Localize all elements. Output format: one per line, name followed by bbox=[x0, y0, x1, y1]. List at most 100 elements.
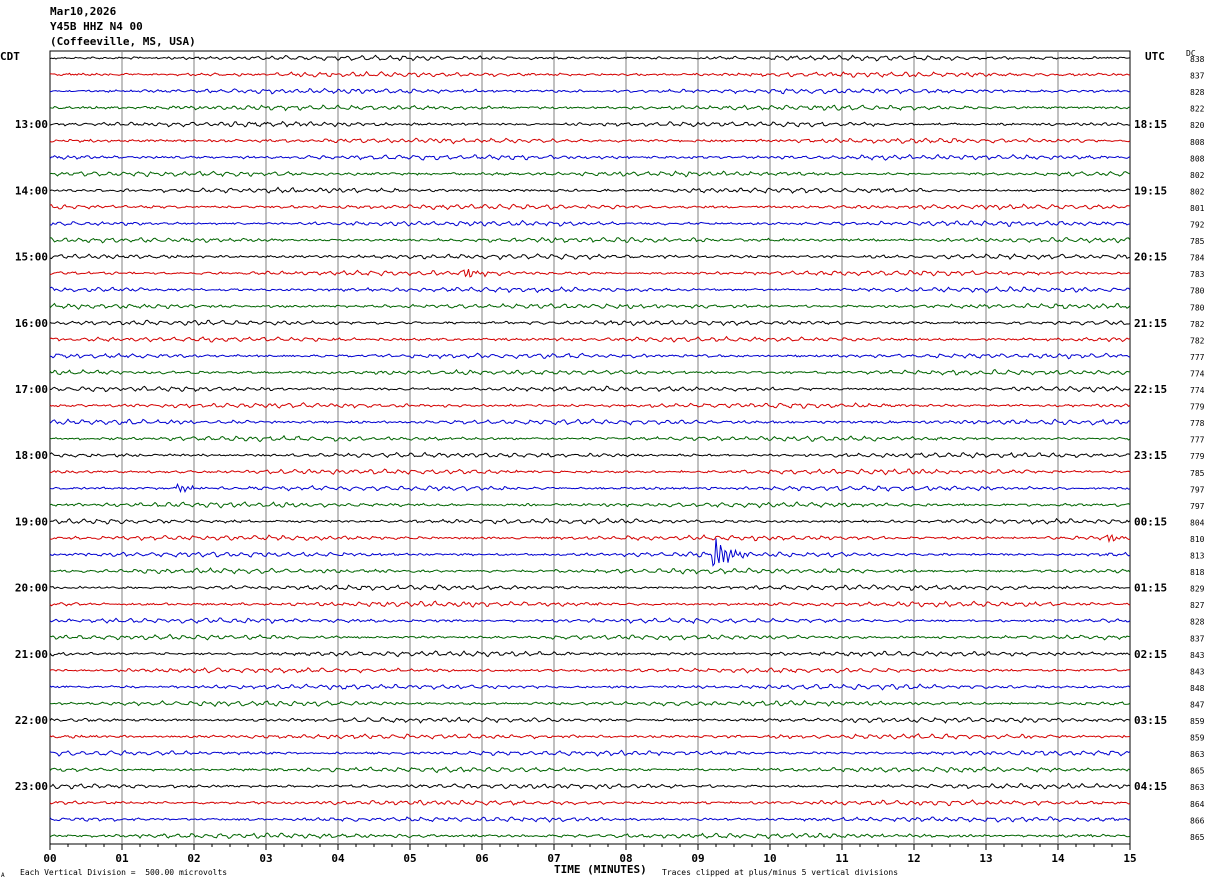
x-tick-label: 11 bbox=[835, 852, 849, 865]
dc-header-label: DC bbox=[1186, 49, 1196, 58]
seismic-trace bbox=[49, 749, 1131, 757]
dc-offset-label: 808 bbox=[1190, 138, 1205, 147]
right-hour-label: 19:15 bbox=[1134, 184, 1167, 197]
right-hour-label: 22:15 bbox=[1134, 383, 1167, 396]
station-code: Y45B HHZ N4 00 bbox=[50, 20, 143, 33]
dc-offset-label: 820 bbox=[1190, 121, 1205, 130]
seismic-trace bbox=[49, 319, 1131, 327]
dc-offset-label: 777 bbox=[1190, 436, 1205, 445]
seismic-trace bbox=[49, 699, 1131, 708]
seismic-trace bbox=[49, 253, 1131, 261]
dc-offset-label: 783 bbox=[1190, 270, 1205, 279]
seismic-trace bbox=[49, 418, 1131, 426]
seismic-trace bbox=[49, 482, 1131, 494]
seismic-trace bbox=[49, 683, 1131, 691]
seismic-trace bbox=[49, 517, 1131, 525]
right-timezone-label: UTC bbox=[1145, 50, 1165, 63]
dc-offset-label: 847 bbox=[1190, 700, 1205, 709]
x-tick-label: 10 bbox=[763, 852, 776, 865]
recording-date: Mar10,2026 bbox=[50, 5, 117, 18]
dc-offset-label: 865 bbox=[1190, 767, 1205, 776]
dc-offset-label: 859 bbox=[1190, 734, 1205, 743]
seismic-trace bbox=[49, 799, 1131, 807]
x-tick-label: 01 bbox=[115, 852, 129, 865]
corner-mark: A bbox=[1, 872, 5, 879]
left-hour-label: 17:00 bbox=[15, 383, 48, 396]
x-tick-label: 13 bbox=[979, 852, 992, 865]
dc-offset-label: 818 bbox=[1190, 568, 1205, 577]
seismic-trace bbox=[49, 368, 1131, 376]
seismic-trace bbox=[49, 567, 1131, 575]
dc-offset-label: 785 bbox=[1190, 237, 1205, 246]
dc-offset-label: 837 bbox=[1190, 72, 1205, 81]
seismic-trace bbox=[49, 538, 1131, 567]
seismic-trace bbox=[49, 733, 1131, 740]
seismic-trace bbox=[50, 70, 1131, 78]
dc-offset-label: 774 bbox=[1190, 369, 1205, 378]
dc-offset-label: 779 bbox=[1190, 403, 1205, 412]
left-hour-label: 23:00 bbox=[15, 780, 48, 793]
x-tick-label: 14 bbox=[1051, 852, 1065, 865]
x-tick-label: 08 bbox=[619, 852, 632, 865]
dc-offset-label: 866 bbox=[1190, 816, 1205, 825]
x-tick-label: 04 bbox=[331, 852, 345, 865]
clip-note: Traces clipped at plus/minus 5 vertical … bbox=[662, 868, 899, 877]
seismic-trace bbox=[49, 667, 1131, 674]
dc-offset-label: 780 bbox=[1190, 303, 1205, 312]
dc-offset-label: 837 bbox=[1190, 634, 1205, 643]
seismic-trace bbox=[49, 385, 1131, 393]
seismic-trace bbox=[49, 186, 1131, 194]
seismic-trace bbox=[49, 533, 1131, 544]
x-tick-label: 12 bbox=[907, 852, 920, 865]
right-hour-label: 20:15 bbox=[1134, 251, 1167, 264]
seismic-trace bbox=[49, 832, 1131, 840]
seismic-trace bbox=[49, 268, 1131, 278]
dc-offset-label: 848 bbox=[1190, 684, 1205, 693]
seismic-trace bbox=[49, 584, 1130, 591]
dc-offset-label: 810 bbox=[1190, 535, 1205, 544]
seismic-trace bbox=[49, 120, 1130, 128]
x-tick-label: 03 bbox=[259, 852, 272, 865]
dc-offset-label: 802 bbox=[1190, 187, 1205, 196]
seismic-trace bbox=[49, 402, 1131, 409]
seismic-trace bbox=[49, 600, 1131, 608]
right-hour-label: 01:15 bbox=[1134, 582, 1167, 595]
dc-offset-label: 784 bbox=[1190, 254, 1205, 263]
right-hour-label: 02:15 bbox=[1134, 648, 1167, 661]
x-tick-label: 07 bbox=[547, 852, 560, 865]
left-timezone-label: CDT bbox=[0, 50, 20, 63]
left-hour-label: 20:00 bbox=[15, 582, 48, 595]
dc-offset-label: 843 bbox=[1190, 651, 1205, 660]
dc-offset-label: 822 bbox=[1190, 105, 1205, 114]
seismic-trace bbox=[49, 219, 1131, 227]
dc-offset-label: 829 bbox=[1190, 585, 1205, 594]
left-hour-label: 19:00 bbox=[15, 515, 48, 528]
seismic-trace bbox=[49, 137, 1131, 145]
seismic-trace bbox=[49, 352, 1131, 360]
seismic-trace bbox=[49, 782, 1131, 790]
left-hour-label: 16:00 bbox=[15, 317, 48, 330]
seismic-trace bbox=[49, 104, 1131, 112]
left-hour-label: 18:00 bbox=[15, 449, 48, 462]
dc-offset-label: 779 bbox=[1190, 452, 1205, 461]
dc-offset-label: 804 bbox=[1190, 518, 1205, 527]
x-tick-label: 15 bbox=[1123, 852, 1136, 865]
plot-frame bbox=[49, 50, 1131, 845]
right-hour-label: 00:15 bbox=[1134, 515, 1167, 528]
seismic-trace bbox=[49, 87, 1131, 95]
seismic-trace bbox=[49, 302, 1131, 310]
seismic-trace bbox=[49, 766, 1131, 774]
seismic-trace bbox=[49, 633, 1131, 641]
dc-offset-label: 777 bbox=[1190, 353, 1205, 362]
seismic-trace bbox=[49, 170, 1131, 178]
left-hour-label: 22:00 bbox=[15, 714, 48, 727]
dc-offset-label: 801 bbox=[1190, 204, 1205, 213]
dc-offset-label: 797 bbox=[1190, 502, 1205, 511]
dc-offset-label: 792 bbox=[1190, 221, 1205, 230]
right-hour-label: 03:15 bbox=[1134, 714, 1167, 727]
dc-offset-label: 864 bbox=[1190, 800, 1205, 809]
seismic-trace bbox=[49, 434, 1131, 443]
x-tick-label: 05 bbox=[403, 852, 416, 865]
dc-offset-label: 828 bbox=[1190, 618, 1205, 627]
